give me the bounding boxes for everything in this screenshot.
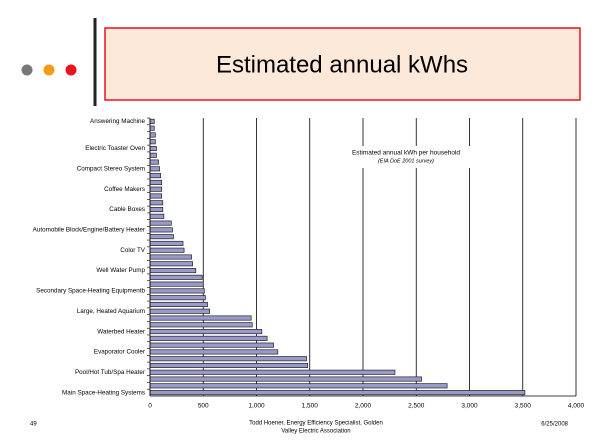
dot [21, 64, 33, 76]
bar [149, 254, 192, 260]
bar [149, 173, 161, 179]
bar [149, 213, 165, 219]
x-tick-label: 0 [148, 403, 152, 410]
bar [149, 356, 307, 362]
slide-number: 49 [30, 422, 37, 428]
y-tick-label: Answering Machine [90, 118, 145, 125]
bar [149, 369, 396, 375]
footer-author: Valley Electric Association [281, 429, 350, 435]
bar [149, 247, 185, 253]
footer-author: Todd Hoener, Energy Efficiency Specialis… [249, 421, 383, 427]
dot [65, 64, 77, 76]
y-tick-label: Secondary Space-Heating Equipmentb [36, 288, 145, 295]
slide-title: Estimated annual kWhs [216, 51, 468, 78]
bar [149, 200, 164, 206]
bar [149, 139, 156, 145]
bar [149, 390, 526, 396]
bar [149, 376, 422, 382]
y-tick-label: Evaporator Cooler [94, 349, 145, 356]
bar [149, 234, 174, 240]
dot [43, 64, 55, 76]
bar [149, 315, 252, 321]
bar [149, 166, 160, 172]
bar [149, 342, 274, 348]
x-tick-label: 3,500 [515, 403, 532, 410]
bar [149, 322, 253, 328]
y-tick-label: Well Water Pump [96, 267, 145, 274]
y-tick-label: Large, Heated Aquarium [77, 308, 145, 315]
bar [149, 125, 155, 131]
bar [149, 349, 279, 355]
annotation: (EIA DoE 2001 survey) [378, 158, 434, 164]
bar [149, 179, 163, 185]
footer-date: 6/25/2008 [541, 422, 568, 428]
x-tick-label: 4,000 [568, 403, 585, 410]
y-tick-label: Cable Boxes [109, 206, 145, 213]
bar [149, 362, 308, 369]
title-box [104, 27, 581, 101]
x-tick-label: 1,500 [302, 403, 319, 410]
bar [149, 145, 157, 152]
y-tick-label: Compact Stereo System [77, 166, 145, 173]
bar [149, 220, 172, 226]
y-tick-label: Waterbed Heater [97, 328, 145, 335]
annotation-bg [338, 146, 474, 168]
x-tick-label: 2,500 [408, 403, 425, 410]
bar [149, 281, 204, 287]
y-tick-label: Main Space-Heating Systems [62, 389, 145, 396]
bar [149, 159, 159, 165]
bar [149, 152, 157, 158]
bar [149, 308, 210, 314]
y-tick-label: Pool/Hot Tub/Spa Heater [75, 369, 145, 376]
bar [149, 227, 173, 233]
x-tick-label: 1,000 [248, 403, 265, 410]
bar [149, 335, 268, 341]
bar [149, 118, 155, 124]
bar [149, 268, 197, 274]
plot: 0 500 1,000 1,500 2,000 2,500 3,000 3,500 4,000 E… [33, 117, 585, 410]
y-tick-label: Electric Toaster Oven [85, 145, 145, 152]
bar [149, 329, 263, 335]
bar [149, 383, 448, 389]
x-tick-label: 2,000 [355, 403, 372, 410]
y-tick-label: Automobile Block/Engine/Battery Heater [33, 227, 145, 234]
bar [149, 274, 203, 280]
x-tick-label: 500 [198, 403, 209, 410]
x-tick-label: 3,000 [461, 403, 478, 410]
y-tick-label: Coffee Makers [104, 186, 145, 193]
bar [149, 193, 163, 199]
y-tick-label: Color TV [120, 247, 146, 254]
bar [149, 295, 206, 301]
bar [149, 240, 184, 246]
bar [149, 207, 164, 213]
bar [149, 132, 156, 138]
bar [149, 288, 205, 294]
bar [149, 261, 193, 267]
bar [149, 186, 163, 192]
bar [149, 301, 208, 307]
annotation: Estimated annual kWh per household [352, 150, 460, 157]
